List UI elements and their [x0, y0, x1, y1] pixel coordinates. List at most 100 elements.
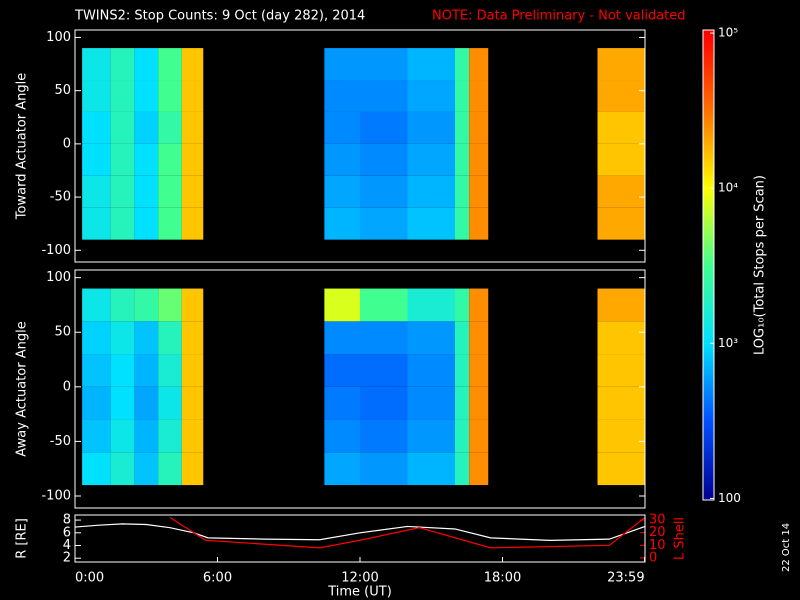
heatmap-cell — [455, 207, 470, 240]
heatmap-cell — [597, 143, 645, 176]
heatmap-cell — [360, 175, 408, 208]
series-line — [169, 517, 645, 549]
heatmap-cell — [469, 452, 489, 486]
heatmap-cell — [158, 207, 182, 240]
heatmap-cell — [110, 207, 135, 240]
heatmap-cell — [181, 175, 204, 208]
heatmap-cell — [82, 175, 111, 208]
heatmap-cell — [324, 207, 360, 240]
heatmap-cell — [360, 80, 408, 112]
heatmap-cell — [134, 48, 159, 81]
heatmap-cell — [158, 354, 182, 387]
x-tick-label: 18:00 — [484, 571, 521, 586]
heatmap-cell — [324, 288, 360, 322]
heatmap-cell — [360, 354, 408, 387]
heatmap-cell — [82, 111, 111, 144]
y2-tick-label: 10 — [649, 538, 666, 553]
heatmap-cell — [407, 111, 455, 144]
heatmap-cell — [455, 452, 470, 486]
heatmap-cell — [110, 354, 135, 387]
y-axis-label: Away Actuator Angle — [15, 321, 30, 456]
heatmap-cell — [134, 175, 159, 208]
heatmap-cell — [407, 354, 455, 387]
heatmap-cell — [158, 48, 182, 81]
heatmap-cell — [181, 48, 204, 81]
panel-frame — [74, 29, 646, 263]
y-tick-label: 0 — [63, 379, 71, 394]
date-stamp: 22 Oct 14 — [781, 523, 792, 572]
heatmap-cell — [134, 207, 159, 240]
x-tick-label: 12:00 — [341, 571, 378, 586]
heatmap-cell — [455, 386, 470, 420]
panel-frame — [74, 269, 646, 509]
heatmap-cell — [324, 452, 360, 486]
heatmap-cell — [407, 175, 455, 208]
y-tick-label: 100 — [46, 30, 71, 45]
heatmap-cell — [82, 354, 111, 387]
y2-tick-label: 20 — [649, 525, 666, 540]
series-line — [75, 523, 645, 542]
heatmap-cell — [324, 386, 360, 420]
heatmap-cell — [407, 452, 455, 486]
heatmap-cell — [158, 175, 182, 208]
heatmap-cell — [110, 48, 135, 81]
heatmap-cell — [469, 207, 489, 240]
heatmap-cell — [407, 80, 455, 112]
heatmap-cell — [181, 354, 204, 387]
y-tick-label: -100 — [41, 243, 71, 258]
heatmap-cell — [82, 419, 111, 453]
heatmap-cell — [469, 354, 489, 387]
y2-tick-label: 0 — [649, 550, 657, 565]
heatmap-cell — [134, 288, 159, 322]
heatmap-cell — [407, 419, 455, 453]
heatmap-cell — [82, 143, 111, 176]
heatmap-cell — [134, 111, 159, 144]
y-tick-label: -50 — [50, 434, 71, 449]
note: NOTE: Data Preliminary - Not validated — [432, 9, 686, 24]
heatmap-cell — [181, 386, 204, 420]
heatmap-cell — [407, 386, 455, 420]
heatmap-cell — [158, 419, 182, 453]
colorbar-frame — [702, 29, 715, 501]
heatmap-cell — [597, 288, 645, 322]
heatmap-cell — [82, 288, 111, 322]
heatmap-cell — [597, 80, 645, 112]
heatmap-cell — [82, 386, 111, 420]
heatmap-cell — [181, 419, 204, 453]
heatmap-cell — [158, 386, 182, 420]
heatmap-cell — [110, 288, 135, 322]
heatmap-cell — [597, 354, 645, 387]
heatmap-cell — [134, 80, 159, 112]
heatmap-cell — [134, 452, 159, 486]
y-tick-label: 100 — [46, 270, 71, 285]
heatmap-cell — [597, 111, 645, 144]
heatmap-cell — [134, 143, 159, 176]
heatmap-cell — [181, 80, 204, 112]
heatmap-cell — [158, 111, 182, 144]
heatmap-cell — [324, 111, 360, 144]
heatmap-cell — [158, 288, 182, 322]
heatmap-cell — [360, 207, 408, 240]
heatmap-cell — [407, 207, 455, 240]
colorbar-tick-label: 10³ — [718, 336, 738, 350]
heatmap-cell — [134, 321, 159, 355]
heatmap-cell — [82, 80, 111, 112]
heatmap-cell — [360, 288, 408, 322]
heatmap-cell — [360, 386, 408, 420]
colorbar — [703, 30, 714, 500]
heatmap-cell — [324, 419, 360, 453]
heatmap-cell — [134, 386, 159, 420]
heatmap-cell — [360, 111, 408, 144]
y-tick-label: 50 — [54, 325, 71, 340]
heatmap-cell — [158, 80, 182, 112]
heatmap-cell — [110, 321, 135, 355]
y-tick-label: 2 — [63, 551, 71, 566]
heatmap-cell — [455, 354, 470, 387]
heatmap-cell — [110, 452, 135, 486]
y2-tick-label: 30 — [649, 513, 666, 528]
heatmap-cell — [597, 386, 645, 420]
heatmap-cell — [469, 48, 489, 81]
heatmap-cell — [158, 321, 182, 355]
